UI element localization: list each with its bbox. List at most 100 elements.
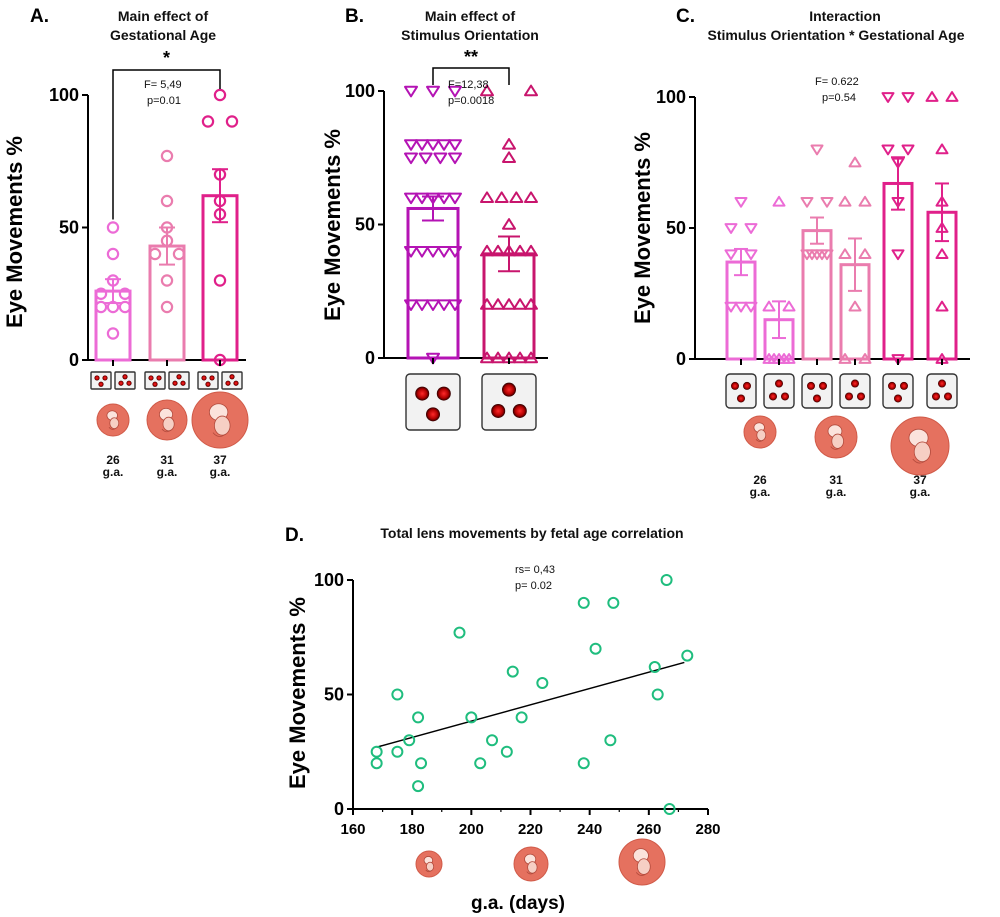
panel-d-y-tick-label: 100: [314, 570, 344, 590]
panel-d-x-tick-label: 220: [518, 821, 543, 838]
panel-b-data-point: [480, 244, 494, 257]
panel-c-stimulus-intact-icon-dot: [737, 394, 745, 403]
panel-a-stimulus-intact-icon-dot: [94, 375, 100, 381]
panel-b-bar: [406, 206, 460, 360]
panel-a-stimulus-intact-icon-dot: [102, 375, 108, 381]
panel-c: C. Interaction Stimulus Orientation * Ge…: [630, 6, 970, 499]
panel-d-data-point: [486, 734, 499, 747]
panel-c-y-tick-label: 100: [656, 87, 686, 107]
panel-b-data-point: [524, 298, 538, 310]
panel-a-fetus-icon: [146, 399, 188, 441]
panel-a-data-point: [213, 208, 227, 221]
panel-d-x-tick-label: 260: [636, 821, 661, 838]
panel-a-stimulus-nonintact-icon-dot: [233, 380, 239, 386]
panel-c-data-point: [858, 248, 872, 260]
panel-d-data-point: [412, 711, 425, 724]
panel-b-stat-p: p=0.0018: [448, 95, 494, 107]
panel-d-data-point: [415, 757, 428, 770]
panel-a-y-tick-label: 100: [49, 85, 79, 105]
panel-d-data-point: [412, 780, 425, 793]
panel-d-data-point: [607, 596, 620, 609]
panel-a-age-unit: g.a.: [103, 465, 124, 479]
panel-c-stimulus-nonintact-icon-dot: [769, 392, 777, 401]
panel-a-stimulus-intact-icon-dot: [98, 381, 104, 387]
panel-a-title-line2: Gestational Age: [110, 27, 216, 43]
panel-d-stat-rs: rs= 0,43: [515, 564, 555, 576]
panel-b-data-point: [404, 139, 418, 151]
panel-c-stimulus-nonintact-icon-dot: [851, 379, 859, 388]
panel-b-data-point: [448, 299, 462, 311]
panel-c-data-point: [935, 143, 949, 155]
panel-b-data-point: [426, 352, 440, 365]
panel-b-data-point: [448, 152, 462, 165]
panel-c-stat-p: p=0.54: [822, 92, 856, 104]
panel-d: D. Total lens movements by fetal age cor…: [285, 525, 721, 914]
panel-a-stat-p: p=0.01: [147, 95, 181, 107]
panel-a-stimulus-nonintact-icon-dot: [229, 374, 235, 380]
panel-b-data-point: [415, 299, 429, 311]
panel-c-data-point: [935, 195, 949, 207]
panel-a-stimulus-intact-icon-dot: [148, 375, 154, 381]
panel-b-data-point: [433, 152, 448, 165]
panel-a-fetus-icon-body: [109, 417, 120, 430]
panel-a-letter: A.: [30, 6, 49, 27]
panel-c-stimulus-nonintact-icon-frame: [926, 373, 958, 409]
panel-d-data-point: [500, 745, 513, 758]
panel-b-data-point: [437, 299, 451, 311]
panel-d-x-axis-label: g.a. (days): [471, 893, 565, 914]
panel-a-data-point: [213, 194, 227, 208]
panel-c-fetus-icon-body: [756, 429, 767, 442]
panel-c-fetus-icon: [814, 415, 858, 459]
panel-b-significance-mark: **: [464, 47, 478, 67]
panel-a-stimulus-intact-icon-dot: [205, 381, 211, 387]
panel-a-data-point: [118, 287, 132, 300]
panel-c-data-point: [772, 195, 786, 207]
panel-b-significance-bracket: [432, 67, 510, 85]
panel-d-fetus-icon-37-limb: [635, 872, 647, 876]
panel-b-data-point: [524, 191, 538, 203]
panel-d-data-point: [515, 711, 528, 724]
panel-d-fetus-icon-31-limb: [526, 871, 535, 875]
panel-d-data-point: [663, 803, 676, 815]
panel-c-data-point: [782, 300, 796, 312]
panel-b-y-tick-label: 0: [365, 348, 375, 368]
panel-b-stimulus-nonintact-icon-frame: [481, 373, 537, 431]
panel-d-data-point: [465, 711, 478, 724]
panel-b-data-point: [491, 351, 505, 364]
panel-b-data-point: [524, 84, 538, 97]
panel-c-data-point: [762, 300, 776, 312]
panel-a-data-point: [106, 221, 120, 234]
panel-a-stimulus-intact-icon-dot: [209, 375, 215, 381]
panel-b-stimulus-nonintact-icon-dot: [491, 403, 506, 418]
panel-b-data-point: [502, 218, 516, 230]
panel-a-fetus-icon: [96, 403, 130, 437]
panel-a-age-label: 26: [106, 453, 120, 467]
panel-c-data-point: [901, 92, 915, 103]
panel-d-data-point: [536, 677, 549, 690]
panel-c-data-point: [925, 91, 939, 102]
panel-b-data-point: [502, 138, 516, 150]
panel-c-stimulus-nonintact-icon: [839, 373, 871, 409]
panel-a-fetus-icon-limb: [108, 426, 117, 430]
panel-a-data-point: [106, 247, 120, 261]
panel-c-stimulus-nonintact-icon-dot: [775, 379, 783, 388]
panel-b-title-line1: Main effect of: [425, 8, 516, 24]
panel-c-stimulus-intact-icon-frame: [801, 373, 833, 409]
panel-d-data-point: [391, 688, 404, 701]
panel-c-stimulus-nonintact-icon: [763, 373, 795, 409]
panel-a-data-point: [160, 300, 174, 314]
panel-c-age-unit: g.a.: [750, 485, 771, 499]
panel-a-stimulus-nonintact-icon: [221, 371, 243, 390]
panel-c-title-line1: Interaction: [809, 8, 881, 24]
panel-c-stimulus-nonintact-icon-dot: [845, 392, 853, 401]
panel-a-data-point: [106, 327, 120, 340]
panel-a-data-point: [201, 115, 215, 128]
panel-b-data-point: [426, 85, 440, 98]
panel-a-fetus-icon: [191, 391, 249, 449]
panel-b-data-point: [448, 246, 462, 258]
panel-a-y-tick-label: 0: [69, 350, 79, 370]
panel-a-stimulus-nonintact-icon-dot: [172, 380, 178, 386]
panel-b-data-point: [502, 244, 516, 257]
